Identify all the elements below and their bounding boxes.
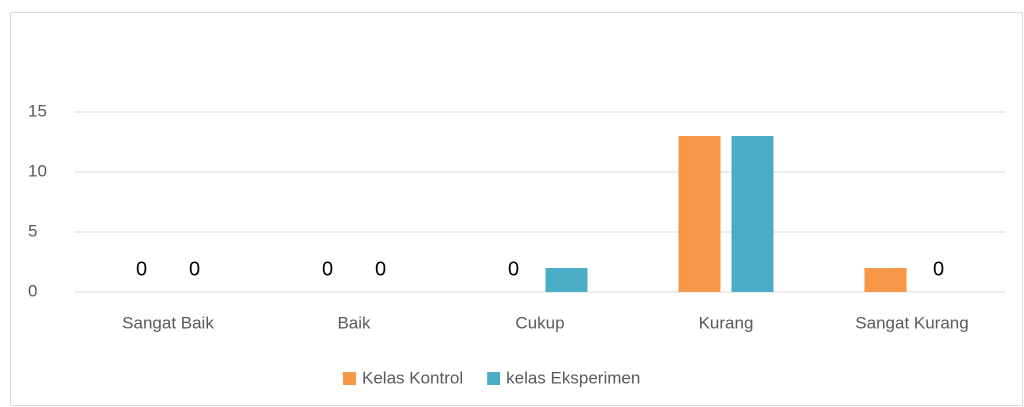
data-label: 0	[322, 258, 333, 280]
y-tick-label: 15	[28, 101, 47, 120]
legend-swatch	[343, 372, 356, 385]
legend-label: Kelas Kontrol	[362, 368, 463, 387]
data-label: 0	[375, 258, 386, 280]
x-tick-label: Baik	[337, 313, 371, 332]
x-tick-label: Sangat Kurang	[855, 313, 968, 332]
bar	[545, 268, 588, 292]
x-tick-label: Kurang	[699, 313, 754, 332]
data-label: 0	[136, 258, 147, 280]
data-label: 0	[933, 258, 944, 280]
data-label: 0	[189, 258, 200, 280]
x-tick-label: Cukup	[515, 313, 564, 332]
bar	[864, 268, 907, 292]
bar	[731, 136, 774, 292]
chart-border	[10, 12, 1023, 406]
x-tick-label: Sangat Baik	[122, 313, 214, 332]
y-tick-label: 10	[28, 161, 47, 180]
y-tick-label: 5	[28, 221, 37, 240]
legend-label: kelas Eksperimen	[506, 368, 640, 387]
data-label: 0	[508, 258, 519, 280]
y-tick-label: 0	[28, 281, 37, 300]
legend-swatch	[487, 372, 501, 385]
bar	[678, 136, 721, 292]
